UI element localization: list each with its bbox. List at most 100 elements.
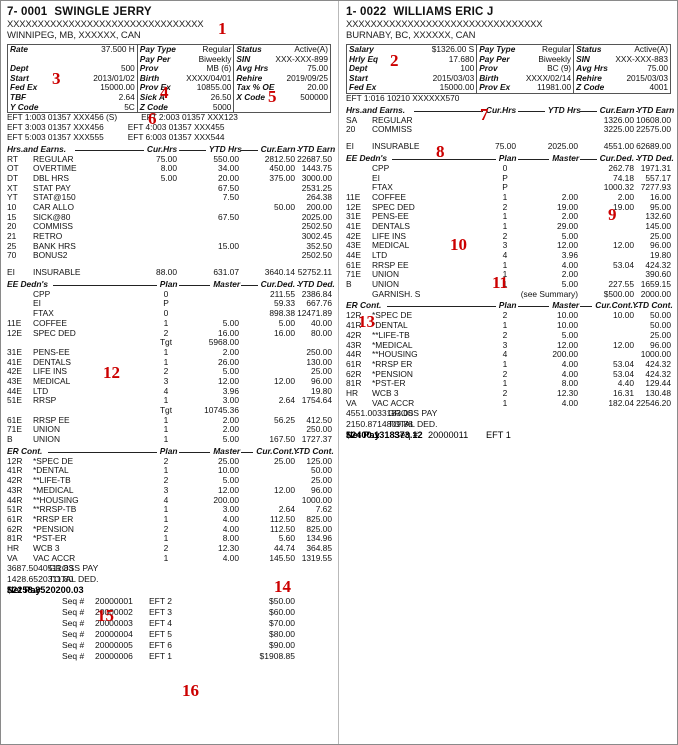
ee-deduction-row-left: FTAX 0 898.38 12471.89 [7,308,332,319]
er-contribution-row-right-label: **LIFE-TB [372,329,410,340]
earnings-row-left-code: RT [7,153,19,164]
er-contribution-row-right-value-2: 12.30 [557,387,578,398]
ee-deduction-row-right-value-2: 29.00 [557,220,578,231]
header-field-right-c3-label: Z Code [576,82,605,93]
earnings-row-right-label: REGULAR [372,114,413,125]
er-contribution-row-right-value-3: 12.00 [613,339,634,350]
header-field-right-c3-row: Rehire 2015/03/03 [574,72,670,84]
er-contribution-row-left: 12R *SPEC DE 2 25.00 25.00 125.00 [7,455,332,467]
ee-deduction-row-right-value-4: 95.00 [650,201,671,212]
eft-left-account-a: EFT 5:003 01357 XXX555 [7,131,104,142]
header-field-right-c2-label: Prov [479,63,498,74]
seq-number-left: 20000001 [95,596,133,607]
seq-number-left: 20000003 [95,618,133,629]
ee-deduction-row-left: 41E DENTALS 1 26.00 130.00 [7,356,332,368]
ee-deduction-row-left-value-1: 1 [163,424,169,435]
header-field-right-c1-label: Hrly Eq [349,53,379,64]
ee-deduction-row-right-code: 42E [346,230,361,241]
ee-deduction-row-right-value-2: 5.00 [561,279,578,290]
callout-marker: 1 [218,19,227,38]
header-column-3-right: Status Active(A) SIN XXX-XXX-883 Avg Hrs 75.0… [573,44,670,93]
earnings-row-left: DT DBL HRS 5.00 20.00 375.00 3000.00 [7,173,332,184]
seq-row-left: Seq # 20000002 EFT 3 $60.00 [7,607,331,618]
total-row-right-ytd: 33183.00 [377,408,413,419]
seq-label-left: Seq # [62,596,85,607]
earnings-row-left-value-2: 34.00 [218,163,239,174]
ee-deduction-row-left-value-3: 12.00 [274,375,295,386]
header-field-left-c1-label: TBF [10,91,27,102]
ee-deduction-row-right-value-4: 96.00 [650,240,671,251]
seq-eft-left: EFT 1 [149,651,172,662]
earnings-row-left-label: OVERTIME [33,163,77,174]
header-field-right-c3-label: Rehire [576,72,602,83]
earnings-row-left-label: CAR ALLO [33,201,74,212]
callout-marker: 12 [103,363,120,382]
net-pay-label-left: Net Pay [7,585,41,596]
earnings-header-right-rule [580,110,597,112]
ee-deduction-row-right-value-4: 145.00 [645,220,671,231]
ee-deduction-row-right-value-3: 53.04 [613,259,634,270]
earnings-row-left: 20 COMMISS 2502.50 [7,222,332,232]
earnings-row-right-value-3: 3225.00 [603,124,634,135]
er-contribution-row-left-value-3: 25.00 [274,455,295,466]
er-contributions-section-header-left: ER Cont. Plan Master Cur.Cont. YTD Cont. [7,446,334,457]
er-contribution-row-left: 42R **LIFE-TB 2 5.00 25.00 [7,475,332,486]
ee-deduction-row-left-value-4: 96.00 [311,375,332,386]
ee-deduction-row-left-value-4: 80.00 [311,327,332,338]
ee-deduction-row-right-label: GARNISH. S [372,288,421,299]
er-contribution-row-left-value-2: 3.00 [222,504,239,515]
ee-deduction-row-right-value-2: 2.00 [561,211,578,222]
ee-deduction-row-right: CPP 0 262.78 1971.31 [346,162,671,174]
earnings-row-left-code: OT [7,163,19,174]
er-contribution-row-right-code: 61R [346,358,362,369]
er-contribution-row-right-value-3: 182.04 [608,397,634,408]
er-contribution-row-right-value-2: 4.00 [561,397,578,408]
employee-panel-left: 7- 0001 SWINGLE JERRY XXXXXXXXXXXXXXXXXXX… [7,0,339,745]
ee-deduction-row-left-value-1: 1 [163,356,169,367]
earnings-header-left-col-label: YTD Hrs [208,143,242,154]
er-contribution-row-left-value-3: 2.64 [278,504,295,515]
er-contribution-row-right-value-2: 4.00 [561,358,578,369]
er-contribution-row-right-value-4: 50.00 [650,310,671,321]
ee-deduction-row-right-value-1: 4 [502,250,508,261]
ee-deduction-row-left-value-2: 2.00 [222,424,239,435]
header-field-left-c2-value: 26.50 [210,91,232,102]
ee-deduction-row-right-code: 11E [346,191,361,202]
net-pay-right: Net Pay Seq # 20000011 EFT 1 $2400.1318373.1… [346,429,671,441]
seq-eft-left: EFT 6 [149,640,172,651]
ee-deduction-row-left-value-2: 2.00 [222,414,239,425]
ee-deduction-row-left-value-4: 130.00 [306,356,332,367]
callout-marker: 15 [97,606,114,625]
ee-deduction-row-left-label: RRSP EE [33,414,70,425]
er-contribution-row-left: HR WCB 3 2 12.30 44.74 364.85 [7,543,332,554]
er-header-right-rule [636,306,638,308]
earnings-row-left-code: 25 [7,240,17,251]
ee-deduction-row-left-code: 12E [7,327,22,338]
ee-deduction-row-right-value-4: 7277.93 [640,182,671,193]
er-contribution-row-left-value-1: 1 [163,533,169,544]
ee-deduction-row-left: 42E LIFE INS 2 5.00 25.00 [7,367,332,377]
header-field-left-c2-value: Regular [202,44,232,54]
earnings-row-left-value-4: 3002.45 [301,231,332,242]
earnings-row-left-value-4: 2531.25 [301,182,332,193]
er-contribution-row-left-value-4: 25.00 [311,475,332,486]
ee-deduction-row-right-value-4: 1971.31 [640,162,671,173]
ee-deduction-row-left-value-1: 3 [163,375,169,386]
er-contribution-row-left-label: VAC ACCR [33,552,76,563]
header-field-left-c3-row: Rehire 2019/09/25 [234,73,330,84]
ee-deduction-row-left: Tgt 10745.36 [7,405,331,416]
earnings-row-left: OT OVERTIME 8.00 34.00 450.00 1443.75 [7,163,332,174]
er-contribution-row-right-value-4: 22546.20 [636,397,671,408]
seq-row-left: Seq # 20000001 EFT 2 $50.00 [7,596,331,607]
header-field-left-c2-label: Prov Ex [139,82,171,93]
ee-deduction-row-left-value-4: 250.00 [306,424,332,435]
earnings-header-right-col-label: Cur.Hrs [485,104,517,115]
ee-deduction-row-left: 12E SPEC DED 2 16.00 16.00 80.00 [7,327,332,339]
ee-deduction-row-right-label: DENTALS [372,220,411,231]
ee-deduction-row-left-value-3: 5.00 [278,317,295,328]
er-contribution-row-right-value-4: 424.32 [645,368,671,379]
seq-number-left: 20000002 [95,607,133,618]
seq-row-left: Seq # 20000005 EFT 6 $90.00 [7,640,331,651]
earnings-row-left: RT REGULAR 75.00 550.00 2812.50 22687.50 [7,153,332,165]
header-field-right-c2-label: Pay Type [479,44,516,54]
